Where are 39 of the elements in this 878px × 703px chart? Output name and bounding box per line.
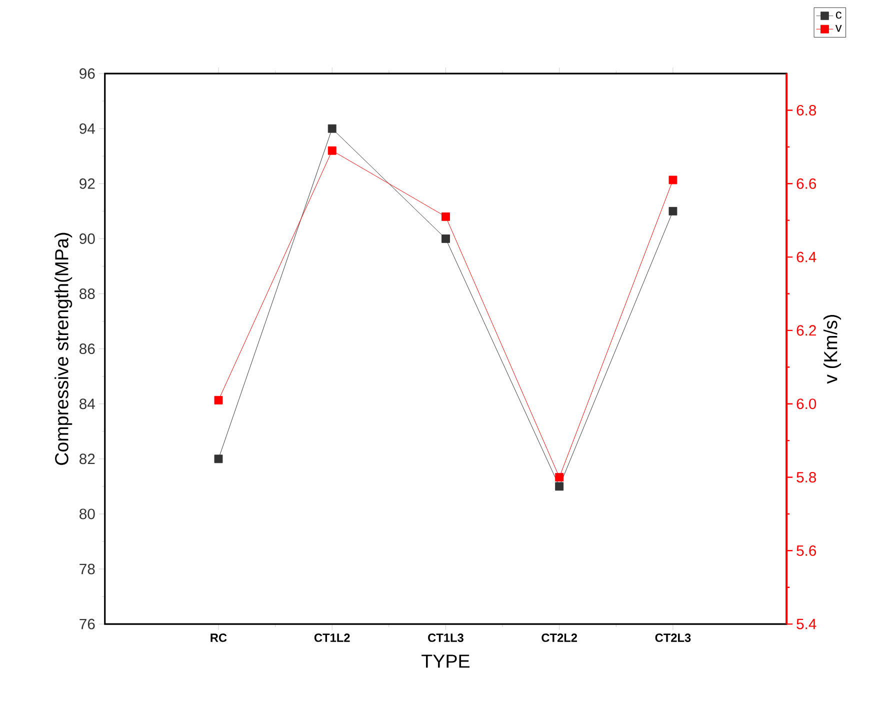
point <box>555 482 564 491</box>
y-tick-label: 84 <box>80 398 95 410</box>
y-tick-label: 78 <box>80 564 95 574</box>
point <box>668 176 678 184</box>
point <box>668 207 678 216</box>
y-tick-label: 82 <box>80 454 95 464</box>
y2-tick-label: 6.0 <box>796 398 816 410</box>
y-tick-label: 86 <box>80 344 95 354</box>
y2-tick-label: 6.8 <box>796 105 816 116</box>
point <box>442 234 450 244</box>
y2-tick-label: 6.4 <box>796 252 816 263</box>
y2-tick-label: 5.6 <box>796 546 816 556</box>
y-axis-title: Compressive strength(MPa) <box>54 233 72 466</box>
x-tick-label: CT1L2 <box>314 634 350 642</box>
y-tick-label: 92 <box>80 178 95 190</box>
point <box>214 396 223 405</box>
point <box>214 454 223 464</box>
y-tick-label: 90 <box>80 234 95 244</box>
y-tick-label: 94 <box>80 124 95 134</box>
x-tick-label: RC <box>210 634 227 642</box>
legend-label: v <box>835 25 842 32</box>
point <box>328 146 336 156</box>
y2-tick-label: 6.6 <box>796 178 816 190</box>
x-tick-label: CT1L3 <box>428 634 464 642</box>
y2-tick-label: 5.8 <box>796 472 816 483</box>
y2-tick-label: 6.2 <box>796 325 816 336</box>
y-tick-label: 88 <box>80 288 95 300</box>
x-tick-label: CT2L3 <box>655 634 691 642</box>
legend-label: c <box>836 12 842 19</box>
point <box>555 473 564 482</box>
x-axis-title: TYPE <box>422 654 470 668</box>
point <box>442 212 450 222</box>
y-tick-label: 80 <box>80 508 95 520</box>
point <box>328 124 336 134</box>
y2-tick-label: 5.4 <box>796 619 816 630</box>
y2-axis-title: v (Km/s) <box>823 315 842 384</box>
y-tick-label: 96 <box>80 68 95 79</box>
x-tick-label: CT2L2 <box>542 634 578 642</box>
y-tick-label: 76 <box>80 619 95 630</box>
